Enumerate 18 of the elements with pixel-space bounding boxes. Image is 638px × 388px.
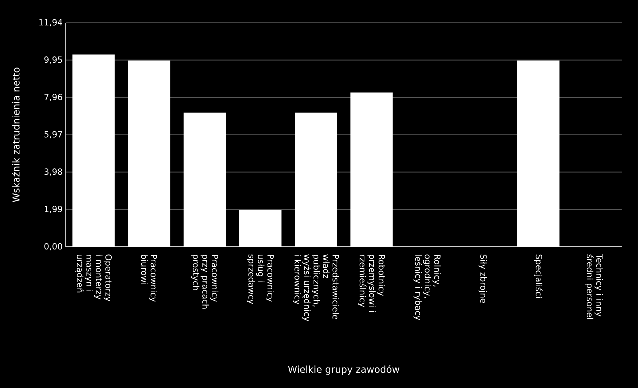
y-tick-label: 11,94 bbox=[40, 19, 62, 27]
x-axis-title: Wielkie grupy zawodów bbox=[288, 365, 400, 375]
y-tick-label: 0,00 bbox=[44, 243, 62, 251]
x-tick-label: Specjaliści bbox=[534, 254, 543, 298]
y-axis-title: Wskaźnik zatrudnienia netto bbox=[12, 68, 20, 202]
y-tick-label: 9,95 bbox=[44, 56, 62, 64]
y-tick-label: 7,96 bbox=[44, 94, 62, 102]
x-tick-label: Przedstawiciele władz publicznych, wyżsi urzędnicy i kierownicy bbox=[293, 254, 340, 322]
x-tick-label: Pracownicy usług i sprzedawcy bbox=[246, 254, 274, 304]
y-tick-label: 5,97 bbox=[44, 131, 62, 139]
x-tick-label: Operatorzy i monterzy maszyn i urządzeń bbox=[76, 254, 112, 302]
x-tick-label: Pracownicy biurowi bbox=[141, 255, 158, 302]
x-tick-label: Technicy i inny średni personel bbox=[585, 254, 604, 320]
x-tick-label: Siły zbrojne bbox=[478, 254, 488, 304]
x-tick-label: Rolnicy, ogrodnicy, leśnicy i rybacy bbox=[414, 254, 442, 320]
x-tick-label: Pracownicy przy pracach prostych bbox=[191, 255, 219, 309]
y-tick-label: 3,98 bbox=[44, 168, 62, 176]
y-tick-label: 1,99 bbox=[44, 206, 62, 214]
